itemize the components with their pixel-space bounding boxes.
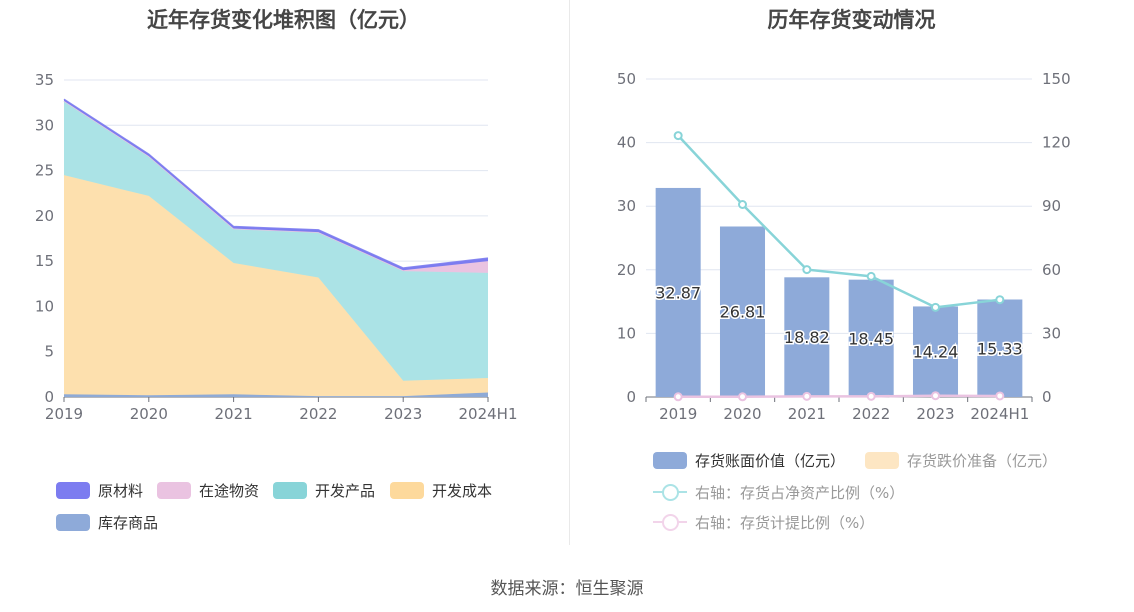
x-tick-label: 2020 [723,405,761,423]
stacked-area-chart: 0 5 10 15 20 25 30 35 2019 2020 2021 2022 2023 2024H1 [35,71,518,423]
right-chart-title: 历年存货变动情况 [767,8,936,32]
line-point [673,392,683,402]
y2-tick-label: 0 [1042,388,1052,406]
legend-swatch [56,482,90,499]
x-tick-label: 2020 [130,405,168,423]
legend-label: 存货跌价准备（亿元） [907,452,1058,470]
legend-item-development-cost[interactable]: 开发成本 [390,480,492,501]
x-tick-label: 2022 [299,405,337,423]
area-series [64,392,488,397]
line-series [678,394,1000,399]
left-chart-title: 近年存货变化堆积图（亿元） [147,8,420,32]
legend-label: 在途物资 [199,482,260,500]
bar-line-panel: 历年存货变动情况 0 10 20 30 40 50 0 30 60 90 120 150 2019 202… [569,0,1134,545]
x-tick-label: 2022 [852,405,890,423]
legend-label: 右轴：存货占净资产比例（%） [695,484,905,502]
bar [655,187,701,397]
y-tick-label: 10 [35,297,54,315]
legend-label: 开发成本 [432,482,493,500]
line-point [738,200,747,210]
legend-swatch [56,514,90,531]
legend-line-swatch [653,484,687,501]
legend-swatch [865,452,899,469]
y-tick-label: 10 [617,324,636,342]
legend-swatch [653,452,687,469]
y-tick-label: 20 [617,261,636,279]
y-tick-label: 35 [35,71,54,89]
bar [784,277,830,397]
legend-item-impairment[interactable]: 存货跌价准备（亿元） [865,450,1057,471]
bar [912,306,959,397]
legend-item-goods-in-transit[interactable]: 在途物资 [157,480,259,501]
legend-line-swatch [653,514,687,531]
stacked-area-panel: 近年存货变化堆积图（亿元） 0 5 10 15 20 25 30 35 2019 2020 2021… [0,0,567,545]
legend-label: 存货账面价值（亿元） [695,452,846,470]
legend-item-raw-material[interactable]: 原材料 [56,480,143,501]
area-series [64,100,488,381]
y2-tick-label: 150 [1042,70,1071,88]
bar-data-label: 15.33 [977,339,1023,358]
legend-item-developed-products[interactable]: 开发产品 [273,480,375,501]
y2-tick-label: 120 [1042,134,1071,152]
legend-swatch [390,482,424,499]
x-tick-label: 2019 [659,405,697,423]
bar-data-label: 26.81 [720,303,766,322]
bar [977,299,1023,397]
line-point [995,295,1005,305]
y-tick-label: 20 [35,207,54,225]
bar [848,279,894,397]
legend-label: 开发产品 [315,482,376,500]
legend-item-provision-ratio[interactable]: 右轴：存货计提比例（%） [653,512,874,533]
area-series [64,175,488,397]
legend-item-book-value[interactable]: 存货账面价值（亿元） [653,450,845,471]
bar-data-label: 18.82 [784,328,830,347]
x-tick-label: 2021 [788,405,826,423]
line-point [866,271,876,281]
data-source: 数据来源：恒生聚源 [490,579,644,599]
y-tick-label: 0 [44,388,54,406]
line-point [673,131,683,141]
line-point [866,391,876,401]
x-tick-label: 2024H1 [970,405,1029,423]
x-tick-label: 2019 [45,405,83,423]
legend-swatch [157,482,191,499]
y-tick-label: 15 [35,252,54,270]
legend-item-net-asset-ratio[interactable]: 右轴：存货占净资产比例（%） [653,482,904,503]
y2-tick-label: 60 [1042,261,1061,279]
y-tick-label: 30 [617,197,636,215]
y-tick-label: 30 [35,116,54,134]
bar-data-label: 32.87 [655,283,701,302]
y2-tick-label: 30 [1042,324,1061,342]
line-point [802,265,812,275]
bar [719,226,766,397]
legend-label: 原材料 [98,482,144,500]
line-point [802,391,812,401]
y-tick-label: 5 [44,343,54,361]
y-tick-label: 40 [617,134,636,152]
line-point [931,391,940,401]
line-series [677,134,1000,309]
y-tick-label: 25 [35,162,54,180]
line-point [931,302,940,312]
y-tick-label: 50 [617,70,636,88]
legend-label: 右轴：存货计提比例（%） [695,514,875,532]
x-tick-label: 2023 [916,405,954,423]
legend-swatch [273,482,307,499]
panel-divider [569,0,570,545]
y-tick-label: 0 [626,388,636,406]
line-point [738,392,747,402]
bar-data-label: 14.24 [913,343,959,362]
x-tick-label: 2023 [384,405,422,423]
legend-label: 库存商品 [98,514,159,532]
bar-line-chart: 0 10 20 30 40 50 0 30 60 90 120 150 2019 2020 2021 2022… [617,70,1071,423]
y2-tick-label: 90 [1042,197,1061,215]
area-series-edge [63,98,489,269]
legend-item-inventory-goods[interactable]: 库存商品 [56,512,158,533]
bar-data-label: 18.45 [848,329,894,348]
x-tick-label: 2024H1 [459,405,518,423]
line-point [995,391,1005,401]
x-tick-label: 2021 [215,405,253,423]
